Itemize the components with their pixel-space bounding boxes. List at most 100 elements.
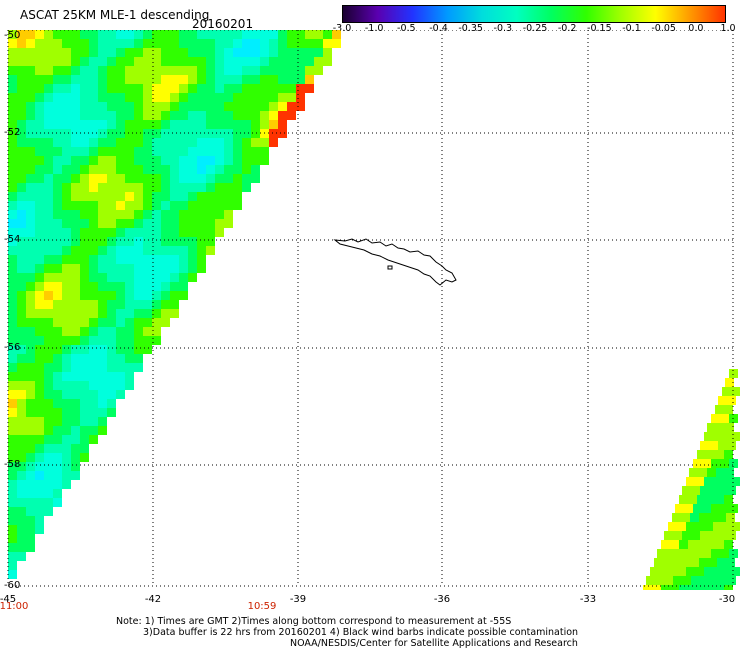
swath-cell (17, 264, 26, 273)
swath-cell (53, 399, 62, 408)
swath-cell (314, 39, 323, 48)
swath-cell (161, 210, 170, 219)
swath-cell (26, 39, 35, 48)
swath-cell (89, 111, 98, 120)
swath-cell (713, 567, 722, 576)
color-scale-bar (342, 5, 726, 23)
swath-cell (152, 210, 161, 219)
swath-cell (26, 183, 35, 192)
swath-cell (260, 102, 269, 111)
swath-cell (134, 75, 143, 84)
swath-cell (143, 255, 152, 264)
swath-cell (80, 102, 89, 111)
swath-cell (71, 129, 80, 138)
swath-cell (8, 255, 17, 264)
swath-cell (233, 174, 242, 183)
swath-cell (8, 102, 17, 111)
swath-cell (98, 102, 107, 111)
swath-cell (107, 138, 116, 147)
swath-cell (314, 66, 323, 75)
swath-cell (706, 495, 715, 504)
swath-cell (233, 39, 242, 48)
swath-cell (98, 345, 107, 354)
swath-cell (305, 39, 314, 48)
swath-cell (125, 66, 134, 75)
swath-cell (107, 309, 116, 318)
swath-cell (143, 246, 152, 255)
swath-cell (125, 345, 134, 354)
color-scale-tick: -1.0 (364, 23, 384, 34)
swath-cell (188, 174, 197, 183)
swath-cell (724, 585, 733, 590)
swath-cell (62, 93, 71, 102)
swath-cell (188, 39, 197, 48)
swath-cell (206, 138, 215, 147)
swath-cell (161, 93, 170, 102)
swath-cell (125, 111, 134, 120)
swath-cell (116, 183, 125, 192)
swath-cell (206, 30, 215, 39)
swath-cell (116, 372, 125, 381)
swath-cell (125, 57, 134, 66)
swath-cell (215, 75, 224, 84)
swath-cell (17, 174, 26, 183)
swath-cell (35, 255, 44, 264)
swath-cell (260, 48, 269, 57)
swath-cell (206, 39, 215, 48)
swath-cell (8, 39, 17, 48)
swath-cell (305, 48, 314, 57)
swath-cell (107, 336, 116, 345)
swath-cell (161, 129, 170, 138)
swath-cell (652, 585, 661, 590)
swath-cell (26, 93, 35, 102)
lon-label: -45 (0, 594, 17, 605)
swath-cell (116, 75, 125, 84)
swath-cell (152, 120, 161, 129)
swath-cell (134, 201, 143, 210)
swath-cell (188, 138, 197, 147)
swath-cell (44, 75, 53, 84)
swath-cell (35, 480, 44, 489)
swath-cell (134, 138, 143, 147)
swath-cell (702, 459, 711, 468)
swath-cell (8, 417, 17, 426)
swath-cell (8, 228, 17, 237)
swath-cell (8, 570, 17, 579)
swath-cell (269, 30, 278, 39)
swath-cell (125, 363, 134, 372)
swath-cell (188, 147, 197, 156)
swath-cell (71, 120, 80, 129)
swath-cell (35, 507, 44, 516)
swath-cell (89, 93, 98, 102)
swath-cell (332, 39, 341, 48)
swath-cell (116, 345, 125, 354)
swath-cell (107, 228, 116, 237)
swath-cell (161, 300, 170, 309)
swath-cell (80, 336, 89, 345)
swath-cell (708, 558, 717, 567)
swath-cell (107, 237, 116, 246)
swath-cell (179, 246, 188, 255)
swath-cell (161, 156, 170, 165)
swath-cell (125, 147, 134, 156)
swath-cell (215, 156, 224, 165)
swath-cell (8, 561, 17, 570)
swath-cell (152, 201, 161, 210)
swath-cell (8, 309, 17, 318)
swath-cell (107, 381, 116, 390)
swath-cell (35, 354, 44, 363)
swath-cell (143, 102, 152, 111)
swath-cell (188, 246, 197, 255)
swath-cell (152, 309, 161, 318)
swath-cell (44, 147, 53, 156)
swath-cell (71, 84, 80, 93)
swath-cell (161, 102, 170, 111)
swath-cell (700, 441, 709, 450)
swath-cell (224, 57, 233, 66)
swath-cell (215, 129, 224, 138)
swath-cell (260, 66, 269, 75)
swath-cell (143, 174, 152, 183)
swath-cell (143, 39, 152, 48)
swath-cell (125, 93, 134, 102)
swath-cell (116, 66, 125, 75)
